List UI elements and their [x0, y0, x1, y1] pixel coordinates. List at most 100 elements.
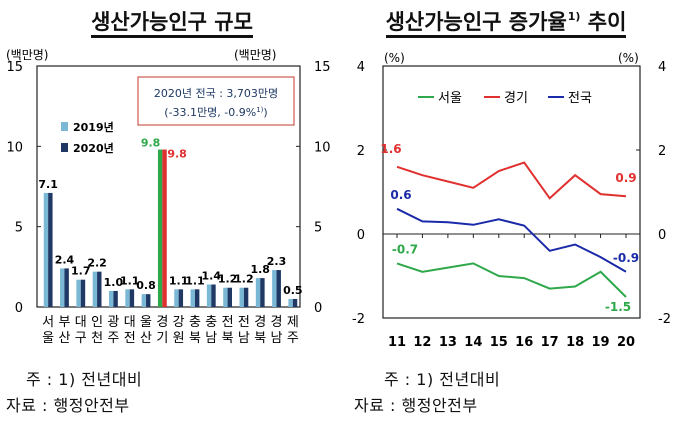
bar-category-label-2: 산 [58, 331, 70, 346]
bar-category-label-2: 구 [75, 331, 87, 346]
right-chart-title: 생산가능인구 증가율1) 추이 [356, 6, 656, 38]
bar-data-label: 1.4 [202, 270, 222, 283]
bar-2019-부산 [60, 268, 65, 307]
right-source: 자료 : 행정안전부 [354, 396, 478, 415]
bar-2020-서울 [48, 192, 53, 307]
bar-2019-대구 [76, 279, 81, 307]
bar-category-label-2: 울 [42, 331, 54, 346]
legend-label-전국: 전국 [568, 91, 592, 106]
line-y-tick-label-right: 0 [658, 228, 666, 243]
bar-2020-전남 [243, 287, 249, 307]
bar-2019-충북 [190, 289, 195, 307]
line-point-label: -0.9 [613, 251, 639, 265]
bar-y-tick-label-right: 15 [314, 60, 331, 75]
left-source: 자료 : 행정안전부 [6, 396, 130, 415]
bar-2020-전북 [227, 287, 232, 307]
bar-category-label-1: 경 [254, 315, 266, 330]
line-x-tick-label: 15 [490, 335, 508, 350]
bar-y-tick-label-right: 0 [314, 301, 322, 316]
legend-label-경기: 경기 [504, 91, 528, 106]
line-x-tick-label: 18 [566, 335, 584, 350]
bar-category-label-1: 경 [156, 315, 168, 330]
bar-y-tick-label-left: 15 [6, 60, 23, 75]
bar-y-axis-label-left: (백만명) [6, 48, 48, 62]
line-point-label: 1.6 [380, 142, 401, 156]
bar-data-label: 1.1 [120, 274, 140, 287]
line-y-tick-label-left: 4 [357, 60, 365, 75]
bar-category-label-1: 충 [205, 315, 217, 330]
line-point-label: -0.7 [392, 242, 418, 256]
bar-category-label-2: 북 [254, 331, 266, 346]
bar-data-label: 1.0 [104, 276, 124, 289]
line-x-tick-label: 13 [439, 335, 457, 350]
bar-2019-경기 [157, 149, 163, 307]
bar-category-label-2: 주 [287, 331, 299, 346]
line-y-tick-label-right: 4 [658, 60, 666, 75]
bar-2020-울산 [146, 294, 151, 307]
bar-y-tick-label-right: 10 [314, 140, 331, 155]
bar-category-label-2: 전 [124, 331, 136, 346]
bar-y-tick-label-left: 10 [6, 140, 23, 155]
bar-data-label: 1.2 [234, 273, 254, 286]
bar-category-label-2: 산 [140, 331, 152, 346]
bar-data-label: 0.8 [136, 279, 156, 292]
line-x-tick-label: 20 [617, 335, 635, 350]
line-series-전국 [396, 207, 627, 273]
legend-swatch-2020 [61, 143, 68, 152]
bar-2020-부산 [64, 268, 69, 307]
legend-swatch-2019 [61, 122, 68, 131]
bar-2020-충남 [211, 284, 216, 307]
bar-y-tick-label-left: 5 [15, 221, 23, 236]
bar-data-label: 0.5 [283, 284, 303, 297]
bar-data-label: 2.4 [55, 253, 75, 266]
bar-data-label: 1.1 [185, 274, 205, 287]
bar-category-label-1: 서 [42, 315, 54, 330]
bar-category-label-1: 제 [287, 315, 299, 330]
annotation-line-1: 2020년 전국 : 3,703만명 [154, 87, 278, 100]
line-y-tick-label-left: 2 [357, 144, 365, 159]
bar-data-label-gyeonggi-2020: 9.8 [167, 148, 187, 161]
left-chart-title-text: 생산가능인구 규모 [91, 10, 253, 38]
right-chart-title-text: 생산가능인구 증가율1) 추이 [385, 10, 627, 38]
line-y-axis-label-right: (%) [618, 51, 639, 65]
legend-label-2019: 2019년 [73, 120, 114, 134]
line-plot-frame [382, 65, 641, 319]
bar-2019-전북 [223, 287, 228, 307]
bar-category-label-1: 강 [173, 315, 185, 330]
bar-2019-대전 [125, 289, 130, 307]
bar-category-label-1: 전 [222, 315, 234, 330]
right-title-main: 생산가능인구 증가율 [385, 10, 567, 34]
right-title-sup: 1) [567, 10, 581, 23]
line-y-tick-label-right: 2 [658, 144, 666, 159]
bar-category-label-1: 충 [189, 315, 201, 330]
bar-2020-인천 [97, 271, 102, 307]
bar-category-label-1: 부 [58, 315, 70, 330]
bar-y-tick-label-right: 5 [314, 221, 322, 236]
line-y-tick-label-right: -2 [658, 312, 671, 327]
line-x-tick-label: 14 [464, 335, 482, 350]
bar-category-label-1: 대 [75, 315, 87, 330]
bar-category-label-1: 울 [140, 315, 152, 330]
line-x-tick-label: 12 [413, 335, 431, 350]
left-note: 주 : 1) 전년대비 [26, 370, 143, 389]
bar-y-axis-label-right: (백만명) [234, 48, 276, 62]
bar-category-label-2: 북 [189, 331, 201, 346]
line-y-axis-label-left: (%) [384, 51, 405, 65]
line-x-tick-label: 17 [541, 335, 559, 350]
bar-2020-충북 [194, 289, 200, 307]
line-x-tick-label: 16 [515, 335, 533, 350]
bar-2019-전남 [239, 287, 244, 307]
bar-2020-대전 [129, 289, 135, 307]
line-x-tick-label: 11 [388, 335, 406, 350]
bar-2020-강원 [178, 289, 184, 307]
bar-category-label-1: 전 [238, 315, 250, 330]
bar-2020-경남 [276, 270, 281, 307]
line-point-label: -1.5 [605, 300, 631, 314]
bar-category-label-1: 경 [271, 315, 283, 330]
bar-category-label-2: 남 [271, 331, 283, 346]
line-x-tick-label: 19 [592, 335, 610, 350]
bar-data-label: 1.7 [71, 265, 91, 278]
right-title-tail: 추이 [587, 10, 627, 34]
bar-y-tick-label-left: 0 [15, 301, 23, 316]
